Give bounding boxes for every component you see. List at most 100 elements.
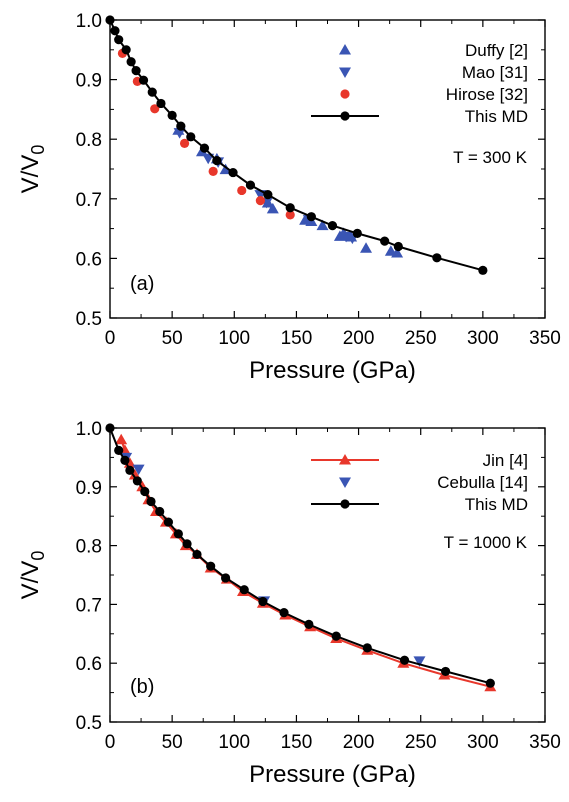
data-point	[105, 423, 115, 433]
x-tick-label: 200	[343, 328, 375, 349]
data-point	[206, 561, 216, 571]
data-point	[478, 265, 488, 275]
data-point	[105, 15, 115, 25]
x-tick-label: 250	[405, 732, 437, 753]
data-point	[179, 138, 190, 148]
data-point	[327, 221, 338, 231]
data-point	[391, 247, 404, 258]
legend-marker	[340, 499, 350, 509]
legend-item: Duffy [2]	[339, 41, 528, 60]
data-point	[362, 643, 372, 653]
y-tick-label: 1.0	[76, 419, 102, 440]
legend-marker	[340, 89, 350, 99]
y-tick-label: 0.8	[76, 130, 102, 151]
x-tick-label: 100	[218, 328, 250, 349]
legend: Duffy [2] Mao [31] Hirose [32] This MD	[311, 41, 528, 126]
x-tick-label: 0	[105, 328, 116, 349]
y-axis-label: V/V0	[17, 551, 48, 600]
legend-label: This MD	[465, 495, 528, 514]
data-point	[432, 253, 442, 263]
data-point	[393, 241, 403, 252]
y-axis-label-subscript: 0	[28, 145, 48, 155]
data-point	[120, 455, 130, 465]
y-tick-label: 0.7	[76, 190, 102, 211]
data-point	[163, 517, 174, 527]
y-axis-label-main: V/V	[17, 155, 44, 194]
data-point	[285, 203, 295, 213]
data-point	[258, 596, 268, 607]
data-point	[279, 608, 289, 618]
chart-panel-b: 0 50 100 150 200 250 300 350 0.5 0.6 0.7 0.8 0.9 1.0 P…	[17, 419, 561, 788]
data-point	[399, 655, 410, 665]
data-point	[115, 433, 128, 445]
data-point	[266, 202, 279, 214]
series-this-md	[105, 15, 488, 275]
data-point	[212, 156, 222, 166]
data-point	[131, 66, 141, 76]
data-point	[285, 210, 295, 220]
y-tick-label: 0.8	[76, 537, 102, 558]
data-point	[150, 104, 160, 114]
data-point	[110, 26, 120, 36]
data-point	[138, 75, 149, 85]
x-tick-label: 50	[162, 732, 183, 753]
data-point	[239, 585, 249, 595]
data-point	[126, 57, 136, 67]
legend-marker	[339, 44, 351, 55]
series-cebulla-14	[120, 452, 426, 667]
data-point	[147, 87, 157, 97]
chart-panel-a: 0 50 100 150 200 250 300 350 0.5 0.6 0.7 0.8 0.9 1.0 P…	[17, 11, 561, 384]
legend: Jin [4] Cebulla [14] This MD	[311, 451, 528, 514]
data-point	[331, 631, 341, 641]
data-point	[167, 110, 177, 120]
data-point	[316, 219, 329, 231]
series-line	[109, 19, 484, 272]
data-point	[306, 212, 316, 222]
y-tick-label: 0.9	[76, 71, 102, 92]
legend-item: Jin [4]	[311, 451, 528, 470]
x-tick-label: 50	[162, 328, 183, 349]
data-point	[304, 619, 314, 629]
x-tick-label: 350	[529, 328, 561, 349]
x-tick-label: 150	[281, 328, 313, 349]
data-point	[263, 190, 273, 200]
data-point	[440, 666, 451, 677]
legend-marker	[339, 454, 351, 465]
legend-item: This MD	[311, 495, 528, 514]
x-axis-label: Pressure (GPa)	[249, 761, 416, 788]
legend-item: Hirose [32]	[340, 85, 528, 104]
data-point	[121, 45, 131, 55]
y-axis-label: V/V0	[17, 145, 48, 194]
data-point	[228, 167, 238, 178]
temperature-annotation: T = 1000 K	[444, 533, 528, 552]
data-point	[156, 98, 166, 109]
y-tick-label: 1.0	[76, 11, 102, 32]
legend-label: Jin [4]	[483, 451, 528, 470]
x-axis-label: Pressure (GPa)	[249, 357, 416, 384]
x-tick-label: 200	[343, 732, 375, 753]
y-tick-label: 0.5	[76, 713, 102, 734]
panel-label: (b)	[130, 676, 154, 698]
data-point	[132, 464, 145, 476]
legend-label: Cebulla [14]	[437, 473, 528, 492]
y-axis-label-main: V/V	[17, 561, 44, 600]
data-point	[176, 121, 186, 131]
series-hirose-32	[117, 48, 295, 220]
data-point	[202, 153, 215, 165]
data-point	[208, 166, 218, 176]
legend-marker	[340, 111, 350, 121]
data-point	[237, 185, 247, 196]
legend-item: Mao [31]	[339, 63, 528, 82]
panel-label: (a)	[130, 273, 154, 295]
data-point	[352, 228, 362, 238]
y-tick-label: 0.7	[76, 595, 102, 616]
y-axis-label-subscript: 0	[28, 551, 48, 561]
x-tick-label: 250	[405, 328, 437, 349]
legend-item: This MD	[311, 107, 528, 126]
data-point	[140, 486, 150, 497]
x-tick-label: 300	[467, 732, 499, 753]
x-tick-label: 100	[218, 732, 250, 753]
y-tick-label: 0.5	[76, 309, 102, 330]
data-point	[114, 35, 124, 45]
legend-label: Hirose [32]	[446, 85, 528, 104]
